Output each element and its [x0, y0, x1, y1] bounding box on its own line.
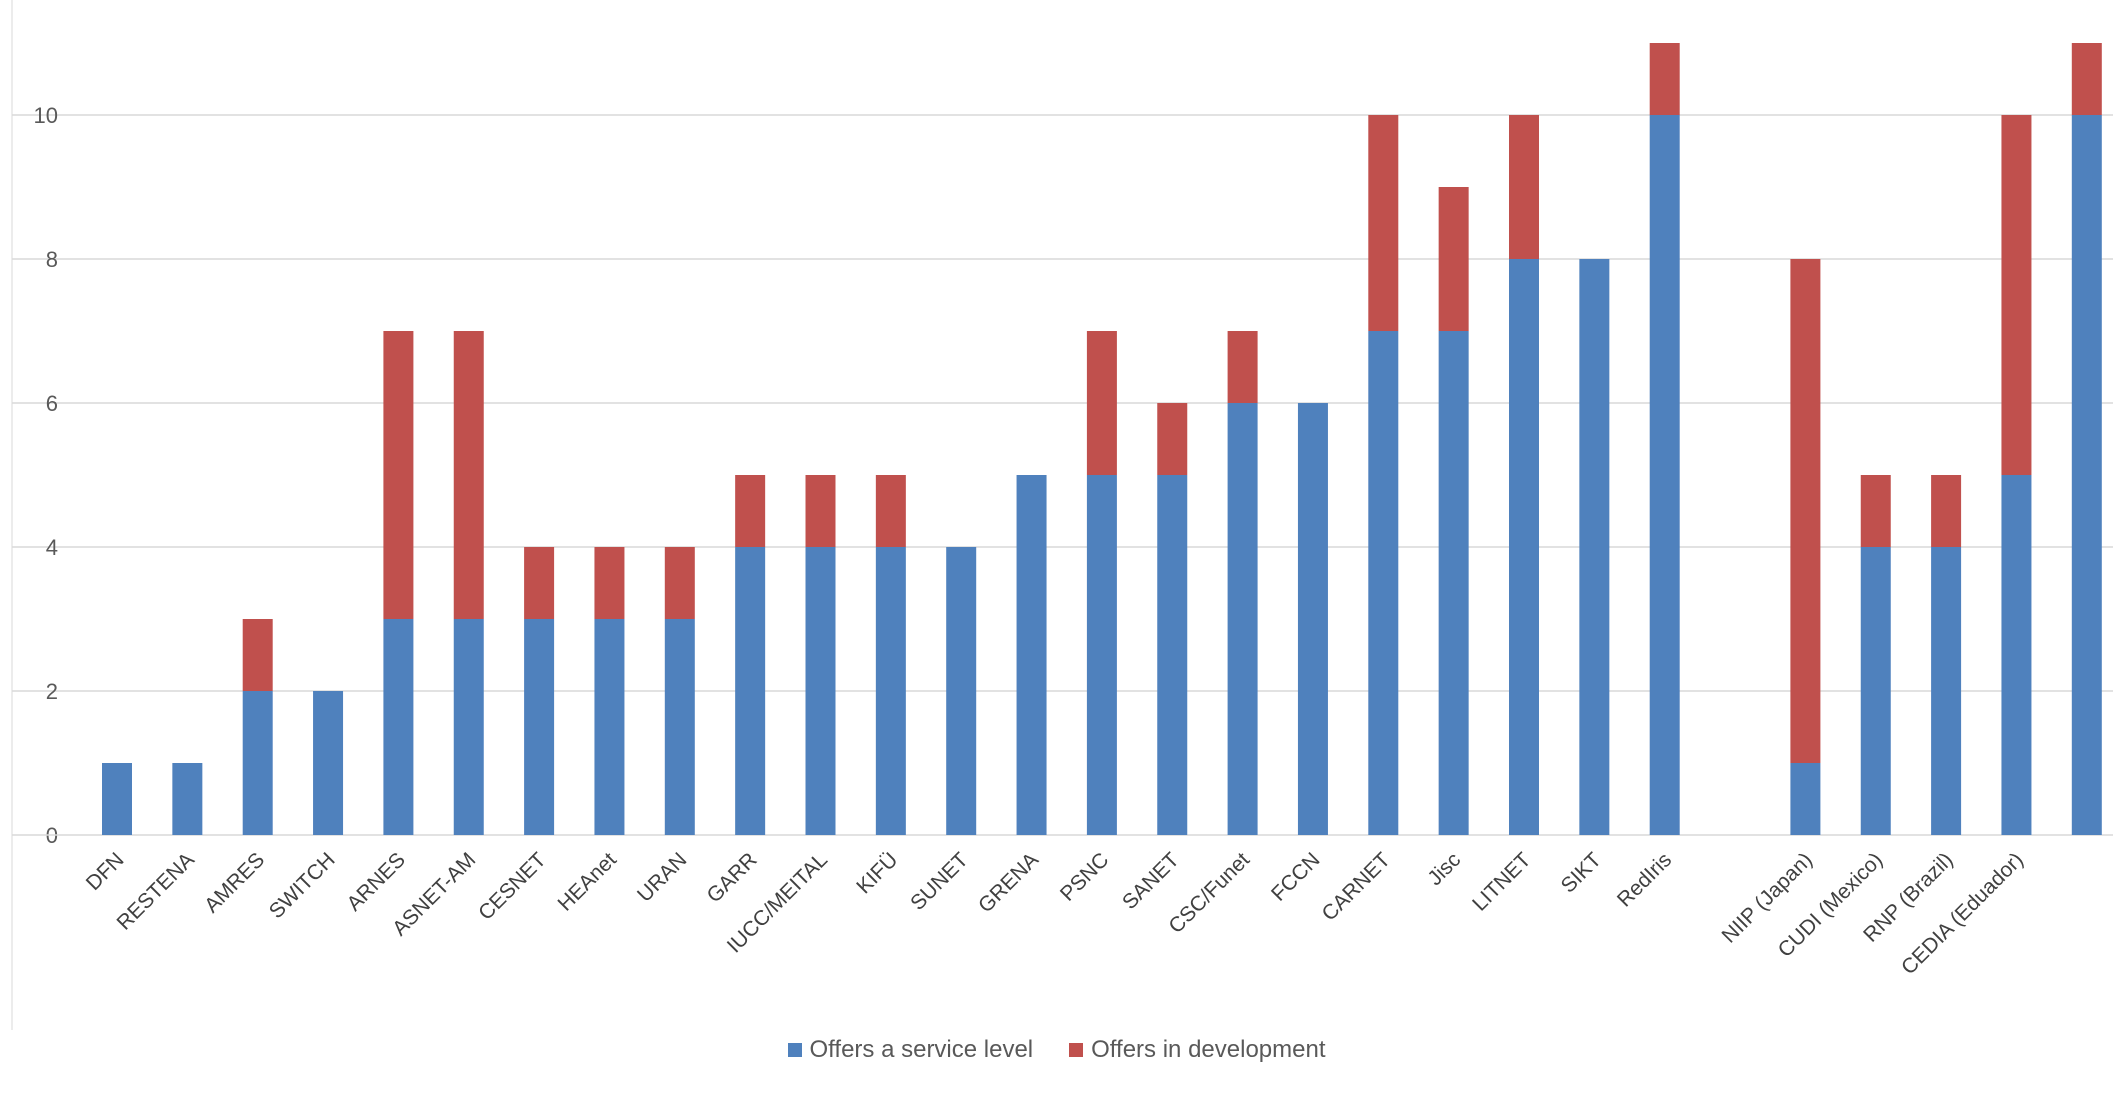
bar-in-development — [524, 547, 555, 619]
x-tick-label: AMRES — [200, 848, 269, 917]
bar-in-development — [383, 331, 414, 619]
bar-in-development — [1086, 331, 1117, 475]
bar-service-level — [1086, 475, 1117, 835]
bar-in-development — [735, 475, 766, 547]
y-tick-label: 2 — [46, 679, 58, 704]
bar-service-level — [1157, 475, 1188, 835]
bar-in-development — [594, 547, 625, 619]
x-tick-label: SANET — [1118, 848, 1184, 914]
y-tick-label: 4 — [46, 535, 58, 560]
x-tick-label: Jisc — [1423, 848, 1465, 890]
x-tick-label: DFN — [82, 848, 129, 895]
bar-in-development — [453, 331, 484, 619]
bar-service-level — [172, 763, 203, 835]
x-tick-label: CARNET — [1318, 848, 1395, 925]
legend-label-service-level: Offers a service level — [809, 1036, 1034, 1063]
bar-service-level — [1016, 475, 1047, 835]
y-tick-label: 6 — [46, 391, 58, 416]
legend: Offers a service level Offers in develop… — [0, 1036, 2113, 1064]
bar-service-level — [1860, 547, 1891, 835]
bar-service-level — [524, 619, 555, 835]
bar-in-development — [1649, 43, 1680, 115]
bar-service-level — [1790, 763, 1821, 835]
bar-service-level — [946, 547, 977, 835]
bar-service-level — [1227, 403, 1258, 835]
legend-swatch-in-development — [1069, 1043, 1084, 1057]
x-tick-label: GARR — [703, 848, 762, 907]
legend-swatch-service-level — [787, 1043, 802, 1057]
bar-service-level — [102, 763, 132, 835]
legend-item-in-development: Offers in development — [1069, 1036, 1326, 1064]
bar-service-level — [2071, 115, 2102, 835]
bar-service-level — [805, 547, 836, 835]
bar-in-development — [875, 475, 906, 547]
x-tick-label: GRENA — [974, 848, 1043, 917]
x-tick-label: FCCN — [1267, 848, 1325, 906]
x-tick-label: SIKT — [1557, 848, 1606, 897]
bar-service-level — [1438, 331, 1469, 835]
bar-service-level — [2001, 475, 2032, 835]
x-tick-label: CEDIA (Eduador) — [1897, 848, 2028, 979]
x-tick-label: CESNET — [474, 848, 551, 925]
x-tick-label: PSNC — [1056, 848, 1114, 906]
x-tick-label: KIFÜ — [852, 848, 902, 898]
bar-in-development — [242, 619, 273, 691]
y-tick-label: 10 — [34, 103, 58, 128]
y-tick-label: 8 — [46, 247, 58, 272]
bar-service-level — [735, 547, 766, 835]
legend-item-service-level: Offers a service level — [787, 1036, 1034, 1064]
x-tick-label: URAN — [633, 848, 691, 906]
legend-label-in-development: Offers in development — [1091, 1036, 1326, 1063]
bar-service-level — [1649, 115, 1680, 835]
bar-in-development — [1931, 475, 1962, 547]
bar-service-level — [1368, 331, 1399, 835]
bar-service-level — [453, 619, 484, 835]
bar-service-level — [1931, 547, 1962, 835]
bar-service-level — [594, 619, 625, 835]
x-tick-label: RESTENA — [112, 848, 198, 934]
bar-service-level — [383, 619, 414, 835]
bar-service-level — [1509, 259, 1539, 835]
bar-in-development — [1157, 403, 1188, 475]
bar-service-level — [242, 691, 273, 835]
bar-in-development — [805, 475, 836, 547]
x-tick-label: ARNES — [343, 848, 410, 915]
x-tick-label: SUNET — [906, 848, 973, 915]
bar-service-level — [1579, 259, 1610, 835]
bar-in-development — [1860, 475, 1891, 547]
bar-in-development — [2001, 115, 2032, 475]
x-tick-label: HEAnet — [554, 848, 622, 916]
bar-in-development — [664, 547, 695, 619]
bar-service-level — [1297, 403, 1328, 835]
bar-in-development — [1509, 115, 1539, 259]
bar-service-level — [664, 619, 695, 835]
bar-in-development — [1438, 187, 1469, 331]
bar-in-development — [1790, 259, 1821, 763]
bar-in-development — [1227, 331, 1258, 403]
bar-service-level — [313, 691, 344, 835]
x-tick-label: SWITCH — [265, 848, 340, 923]
bar-in-development — [1368, 115, 1399, 331]
x-tick-label: RedIris — [1613, 848, 1676, 911]
x-tick-label: LITNET — [1468, 848, 1536, 916]
bar-service-level — [875, 547, 906, 835]
bar-in-development — [2071, 43, 2102, 115]
